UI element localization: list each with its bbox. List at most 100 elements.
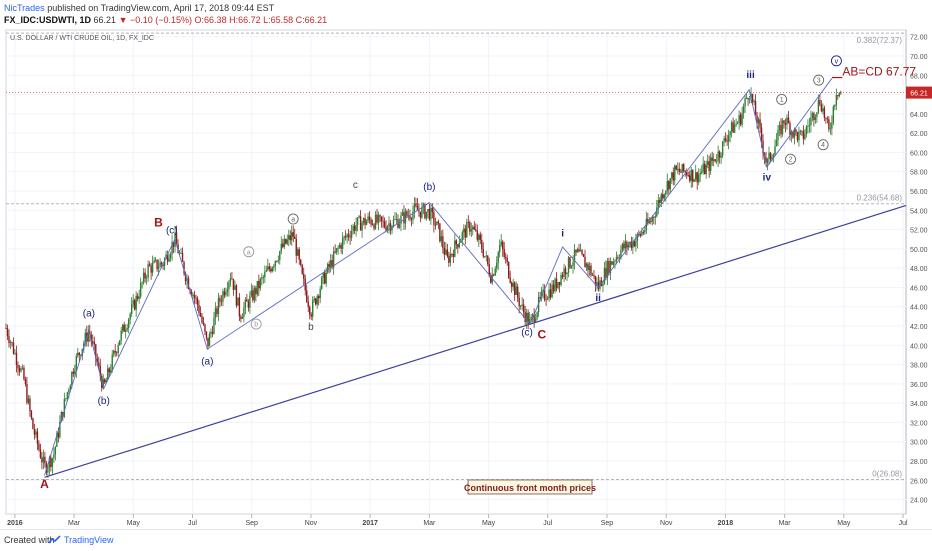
candle-body (141, 282, 143, 284)
price-chart[interactable]: 24.00 26.00 28.00 30.00 32.00 34.00 36.00 38.00… (0, 0, 932, 529)
y-tick-label: 44.00 (910, 305, 928, 312)
candle-body (374, 214, 377, 229)
wave-label: AB=CD 67.77 (842, 64, 916, 78)
candle-body (793, 129, 796, 138)
candle-body (582, 254, 585, 257)
candle-body (454, 240, 456, 257)
candle-body (238, 297, 241, 317)
candle-body (285, 238, 287, 244)
candle-body (705, 165, 707, 175)
candle-body (5, 327, 7, 329)
candle-body (244, 299, 247, 308)
candle-body (837, 95, 839, 97)
candle-body (298, 249, 300, 260)
candle-body (93, 341, 95, 345)
candle-body (403, 212, 405, 224)
candle-body (250, 290, 253, 296)
candle-body (753, 100, 755, 102)
candle-body (63, 399, 66, 417)
candle-body (466, 222, 468, 238)
y-tick-label: 70.00 (910, 54, 928, 61)
candle-body (147, 264, 149, 278)
candle-body (395, 219, 398, 220)
candle-body (807, 125, 809, 127)
candle-body (371, 224, 374, 226)
y-tick-label: 40.00 (910, 343, 928, 350)
candle-body (660, 194, 663, 203)
candle-body (193, 294, 196, 298)
candle-body (452, 254, 455, 257)
candle-body (721, 141, 724, 156)
candle-body (416, 205, 419, 211)
candle-body (153, 260, 155, 263)
candle-body (698, 174, 700, 183)
candle-body (651, 217, 654, 222)
candle-body (282, 243, 284, 248)
annotation-box (467, 479, 593, 495)
candle-body (551, 284, 553, 298)
candle-body (566, 272, 568, 275)
candle-body (12, 342, 15, 354)
candle-body (662, 194, 664, 199)
candle-body (548, 289, 550, 299)
wave-circle-marker (830, 55, 842, 67)
candle-body (621, 243, 624, 250)
candle-body (496, 262, 498, 269)
candle-body (316, 296, 318, 305)
candle-body (69, 385, 72, 391)
candle-body (313, 298, 315, 301)
candle-body (479, 234, 481, 240)
author-link[interactable]: NicTrades (4, 3, 45, 13)
symbol-name[interactable]: FX_IDC:USDWTI, 1D (4, 15, 92, 25)
candle-body (166, 254, 169, 262)
candle-body (289, 235, 291, 241)
candle-body (811, 113, 814, 118)
candle-body (615, 257, 618, 262)
candle-body (555, 278, 558, 289)
candle-body (258, 280, 260, 289)
candle-body (576, 248, 579, 253)
candle-body (413, 203, 416, 212)
candle-body (594, 275, 597, 286)
tradingview-brand-link[interactable]: TradingView (64, 535, 114, 545)
candle-body (741, 112, 743, 125)
candle-body (792, 131, 794, 138)
y-tick-label: 36.00 (910, 382, 928, 389)
candle-body (211, 331, 214, 334)
candle-body (742, 106, 745, 113)
candle-body (730, 122, 733, 132)
candle-body (581, 250, 583, 255)
candle-body (42, 456, 45, 463)
candle-body (527, 312, 529, 325)
y-tick-label: 68.00 (910, 73, 928, 80)
wave-circle-label: a (291, 216, 295, 223)
candle-body (379, 215, 381, 217)
fib-level-label: 0(26.08) (872, 469, 902, 478)
candle-body (754, 100, 757, 116)
candle-body (805, 126, 808, 135)
candle-body (718, 151, 721, 158)
candle-body (139, 283, 142, 297)
candle-body (107, 368, 109, 380)
candle-body (531, 314, 534, 317)
candle-body (525, 312, 528, 323)
candle-body (241, 317, 244, 319)
candle-body (56, 432, 58, 447)
candle-body (641, 232, 643, 236)
candle-body (781, 120, 784, 135)
x-tick-label: 2017 (362, 520, 378, 527)
candle-body (421, 207, 423, 218)
candle-body (485, 255, 487, 257)
candle-body (178, 252, 181, 254)
candle-body (78, 352, 81, 355)
x-tick-label: May (127, 520, 141, 527)
candle-body (433, 211, 435, 225)
candle-body (656, 207, 658, 217)
candle-body (460, 240, 462, 243)
last-price-label: 66.21 (910, 91, 928, 98)
candle-body (90, 334, 92, 342)
candle-body (493, 274, 495, 276)
candle-body (736, 122, 739, 124)
candle-body (443, 247, 446, 255)
candle-body (253, 288, 256, 301)
